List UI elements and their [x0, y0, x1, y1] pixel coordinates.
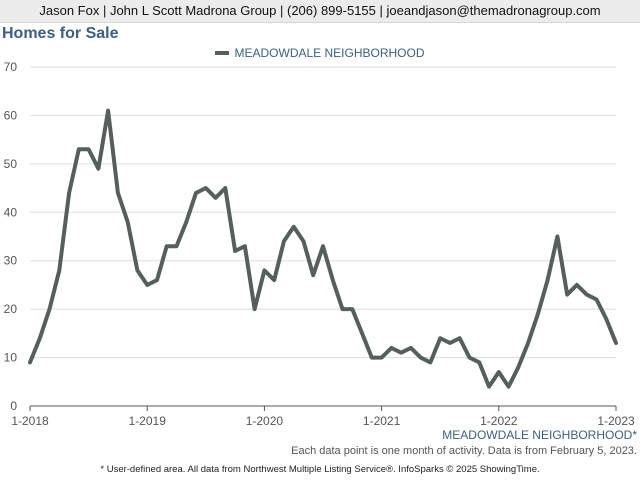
- axes: [29, 405, 617, 411]
- legend-label: MEADOWDALE NEIGHBORHOOD: [234, 46, 425, 60]
- footer-source: * User-defined area. All data from North…: [100, 464, 540, 475]
- footer-note: Each data point is one month of activity…: [291, 445, 637, 457]
- legend-swatch: [215, 50, 230, 55]
- y-tick-label: 20: [4, 302, 18, 316]
- x-tick-label: 1-2018: [11, 414, 49, 428]
- y-tick-label: 40: [4, 205, 18, 219]
- x-tick-label: 1-2019: [129, 414, 167, 428]
- y-tick-label: 0: [10, 399, 17, 413]
- x-tick-label: 1-2022: [480, 414, 518, 428]
- line-chart: 0 10 20 30 40 50 60 70 1-2018 1-2019 1-2020 1-2021…: [4, 60, 635, 428]
- contact-header: Jason Fox | John L Scott Madrona Group |…: [0, 0, 640, 23]
- x-tick-labels: 1-2018 1-2019 1-2020 1-2021 1-2022 1-2023: [11, 414, 635, 428]
- series-lines: [28, 108, 618, 389]
- grid-lines: [30, 66, 616, 359]
- x-tick-label: 1-2020: [246, 414, 284, 428]
- y-tick-label: 10: [4, 351, 18, 365]
- y-tick-label: 30: [4, 254, 18, 268]
- chart-title: Homes for Sale: [2, 25, 119, 42]
- chart-legend: MEADOWDALE NEIGHBORHOOD: [0, 46, 640, 60]
- y-tick-label: 60: [4, 108, 18, 122]
- series-line: [28, 108, 618, 389]
- contact-text: Jason Fox | John L Scott Madrona Group |…: [39, 3, 601, 18]
- y-tick-label: 70: [4, 60, 18, 74]
- footer-series-label: MEADOWDALE NEIGHBORHOOD*: [442, 428, 637, 442]
- y-tick-labels: 0 10 20 30 40 50 60 70: [4, 60, 18, 413]
- x-tick-label: 1-2023: [597, 414, 635, 428]
- y-tick-label: 50: [4, 157, 18, 171]
- x-tick-label: 1-2021: [363, 414, 401, 428]
